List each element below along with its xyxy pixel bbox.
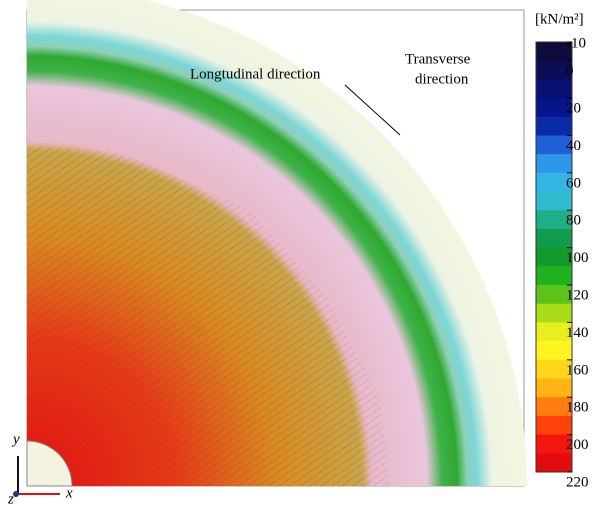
colorbar-band [536, 416, 572, 435]
colorbar-band [536, 379, 572, 398]
colorbar-tick-label: -10 [566, 35, 586, 51]
colorbar-band [536, 304, 572, 323]
colorbar-tick-label: 0 [566, 63, 574, 79]
colorbar-tick-label: 200 [566, 437, 589, 453]
axis-label: z [7, 491, 14, 505]
colorbar-tick-label: 60 [566, 175, 581, 191]
colorbar-tick-label: 40 [566, 138, 581, 154]
annotation: Transverse [405, 51, 471, 67]
colorbar-unit: [kN/m²] [535, 11, 584, 27]
annotation: direction [415, 71, 469, 87]
colorbar-band [536, 453, 572, 472]
axis-label: y [11, 431, 20, 447]
colorbar-band [536, 79, 572, 98]
z-axis-dot [13, 491, 19, 497]
page: {"annotations":{"longitudinal":"Longtudi… [0, 0, 616, 510]
colorbar-band [536, 192, 572, 211]
colorbar-tick-label: 180 [566, 400, 589, 416]
colorbar-tick-label: 140 [566, 325, 589, 341]
colorbar-tick-label: 100 [566, 250, 589, 266]
figure: Longtudinal direction Transverse directi… [0, 0, 616, 505]
colorbar-tick-label: 220 [566, 474, 589, 490]
colorbar-band [536, 266, 572, 285]
colorbar-band [536, 117, 572, 136]
colorbar-band [536, 341, 572, 360]
annotation: Longtudinal direction [190, 66, 321, 82]
colorbar-tick-label: 160 [566, 362, 589, 378]
axis-label: x [65, 485, 73, 501]
colorbar-band [536, 229, 572, 248]
colorbar-tick-label: 120 [566, 287, 589, 303]
colorbar-band [536, 154, 572, 173]
colorbar-tick-label: 20 [566, 101, 581, 117]
colorbar-tick-label: 80 [566, 213, 581, 229]
